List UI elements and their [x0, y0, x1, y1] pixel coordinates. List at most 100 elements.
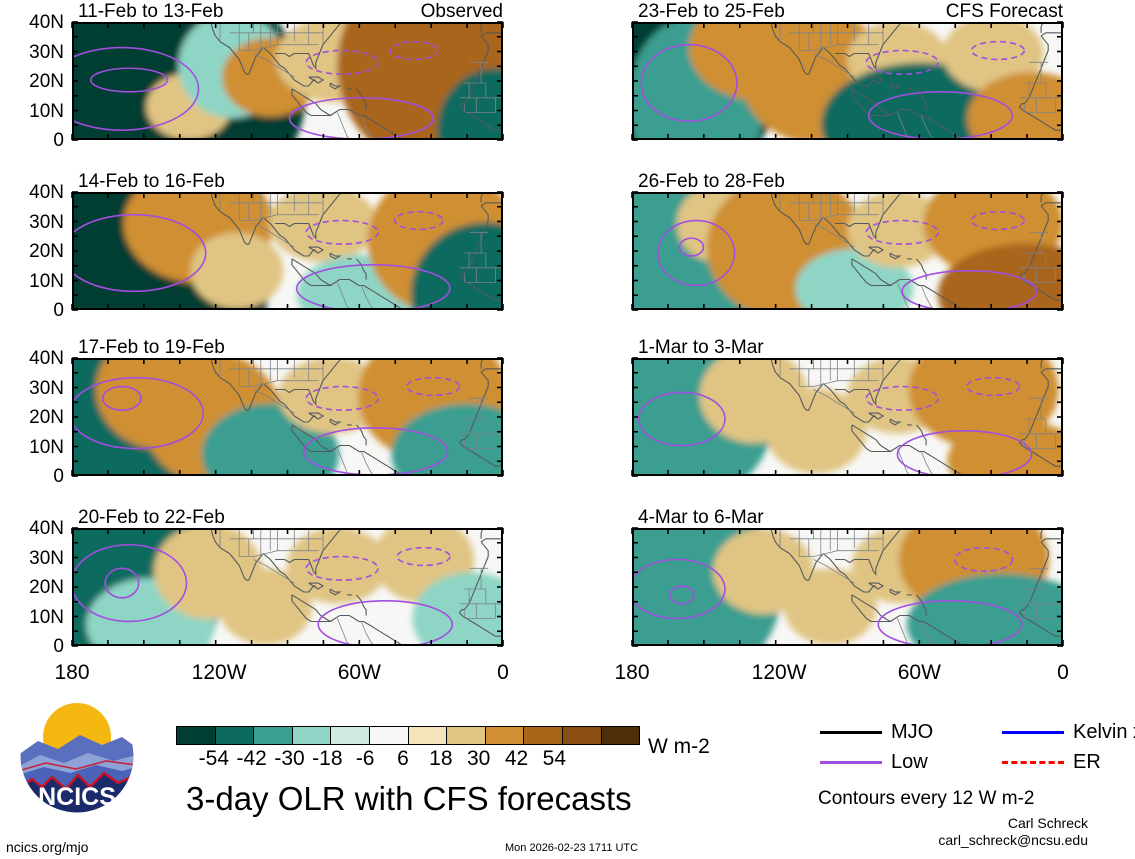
coastline: [835, 360, 901, 406]
low-contour: [954, 546, 1014, 573]
political-border: [897, 448, 910, 474]
ncics-logo-label: NCICS: [38, 783, 116, 811]
coastline: [356, 258, 367, 280]
coastline: [822, 383, 876, 423]
coastline: [835, 24, 901, 70]
colorbar-swatch: [369, 727, 409, 744]
coastline: [835, 194, 901, 240]
map-plot-area: [632, 358, 1063, 476]
low-contour: [634, 558, 726, 620]
low-contour-layer: [640, 40, 1026, 138]
footer-site-link[interactable]: ncics.org/mjo: [6, 839, 89, 855]
low-contour: [305, 385, 379, 411]
low-contour: [657, 219, 736, 287]
coastline: [458, 541, 501, 637]
map-plot-area: [72, 528, 503, 646]
legend-item-er: ER: [1002, 752, 1101, 772]
political-border: [337, 112, 350, 138]
y-axis-tick-label: 20N: [29, 577, 64, 598]
y-axis-tick-label: 30N: [29, 41, 64, 63]
low-contour: [901, 269, 1038, 308]
axis-ticks: [631, 357, 1064, 477]
colorbar-swatch: [408, 727, 448, 744]
y-axis-tick-label: 0: [53, 636, 64, 657]
coastline: [480, 538, 501, 543]
axis-ticks: [71, 191, 504, 311]
olr-field: [634, 24, 1061, 138]
coastline: [356, 594, 367, 616]
coastline: [308, 76, 325, 84]
coastline-layer: [770, 24, 1061, 138]
coastline: [889, 108, 962, 138]
political-border: [813, 389, 855, 414]
political-border: [360, 285, 373, 308]
anomaly-contour-band: [967, 72, 1061, 138]
colorbar-tick-label: 54: [542, 747, 567, 770]
legend-swatch-line: [820, 760, 882, 764]
low-contour: [678, 237, 705, 257]
political-border: [253, 559, 295, 584]
coastline: [868, 76, 885, 84]
y-axis-tick-label: 40N: [29, 518, 64, 539]
colorbar-tick-label: -30: [274, 747, 305, 770]
coastline: [329, 444, 402, 474]
legend-swatch-line: [1002, 760, 1064, 764]
olr-anomaly-shading: [74, 24, 501, 138]
legend-swatch-line: [820, 730, 882, 734]
coastline: [210, 530, 264, 581]
footer-timestamp: Mon 2026-02-23 1711 UTC: [505, 842, 639, 854]
x-axis-tick-label: 180: [614, 661, 650, 684]
x-axis-tick-label: 0: [1057, 661, 1069, 684]
legend-swatch-line: [1002, 730, 1064, 734]
legend-label: Kelvin x2: [1073, 721, 1135, 743]
coastline: [916, 594, 927, 616]
coastline: [308, 246, 325, 254]
colorbar-tick-label: -18: [312, 747, 343, 770]
coastline: [291, 88, 333, 117]
colorbar-swatch: [485, 727, 525, 744]
colorbar-tick-label: 30: [466, 747, 491, 770]
olr-anomaly-shading: [634, 530, 1061, 644]
low-contour: [295, 264, 451, 308]
x-axis-tick-label: 120W: [191, 661, 247, 684]
coastline: [770, 24, 824, 75]
coastline: [480, 24, 483, 33]
coastline: [1040, 202, 1061, 207]
political-border: [253, 223, 295, 248]
coastline: [275, 360, 341, 406]
coastline: [262, 217, 316, 257]
coastline: [480, 530, 483, 539]
y-axis-tick-label: 40N: [29, 182, 64, 203]
coastline: [916, 258, 927, 280]
coastline: [1018, 371, 1061, 467]
map-plot-area: [632, 192, 1063, 310]
y-axis-tick-label: 30N: [29, 547, 64, 569]
coastline-layer: [210, 24, 501, 138]
axis-ticks: [71, 527, 504, 647]
coastline: [291, 594, 333, 623]
political-border: [799, 550, 879, 557]
coastline: [889, 252, 902, 260]
x-axis-tick-label: 60W: [897, 661, 941, 684]
coastline: [868, 246, 885, 254]
panel-title: 11-Feb to 13-Feb: [78, 1, 224, 22]
y-axis-tick-label: 30N: [29, 377, 64, 399]
coastline: [916, 88, 927, 110]
political-border: [337, 448, 350, 474]
panel-title: 1-Mar to 3-Mar: [638, 337, 764, 358]
map-plot-area: [72, 22, 503, 140]
coastline: [851, 88, 893, 117]
olr-anomaly-shading: [74, 194, 501, 308]
colorbar-tick-label: 6: [397, 747, 409, 770]
low-contour: [74, 543, 188, 623]
coastline: [329, 108, 402, 138]
political-border: [253, 53, 295, 78]
coastline: [291, 424, 333, 453]
y-axis-tick-label: 10N: [29, 606, 64, 628]
political-border: [239, 380, 319, 387]
colorbar-swatch: [601, 727, 640, 744]
coastline: [1018, 541, 1061, 637]
y-axis-tick-label: 10N: [29, 100, 64, 122]
political-border: [813, 53, 855, 78]
y-axis-tick-label: 40N: [29, 348, 64, 369]
